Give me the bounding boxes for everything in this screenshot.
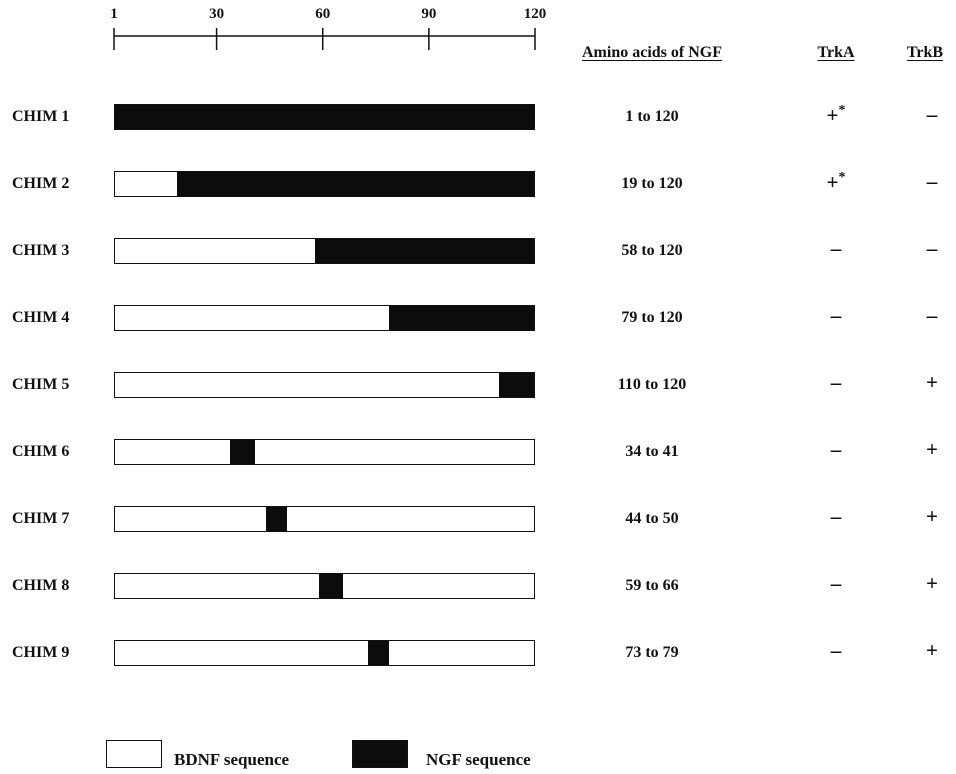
trkb-result: – [926,303,938,327]
chimera-row: CHIM 8 59 to 66 – + [0,567,956,607]
trkb-header: TrkB [906,44,944,61]
chimera-row: CHIM 2 19 to 120 +* – [0,165,956,205]
trkb-result: – [926,102,938,126]
ngf-segment [318,574,344,598]
chimera-bar [114,171,535,197]
chimera-label: CHIM 8 [12,577,70,594]
chimera-label: CHIM 2 [12,175,70,192]
trka-asterisk: * [838,170,846,185]
trka-header: TrkA [817,44,855,61]
chimera-bar [114,305,535,331]
legend-ngf-swatch [352,740,408,768]
chimera-label: CHIM 5 [12,376,70,393]
legend-ngf-label: NGF sequence [426,750,531,769]
chimera-row: CHIM 3 58 to 120 – – [0,232,956,272]
chimera-label: CHIM 1 [12,108,70,125]
ngf-segment [230,440,255,464]
chimera-bar [114,573,535,599]
chimera-bar [114,238,535,264]
trka-result: – [830,571,842,595]
ngf-range-text: 44 to 50 [625,510,679,527]
chimera-row: CHIM 7 44 to 50 – + [0,500,956,540]
scale-tick-label: 90 [421,6,437,22]
trkb-result: + [926,504,938,528]
ngf-range-text: 34 to 41 [625,443,679,460]
trkb-result: – [926,236,938,260]
chimera-row: CHIM 5 110 to 120 – + [0,366,956,406]
scale-tick-label: 30 [209,6,225,22]
trkb-result: + [926,638,938,662]
scale-tick-label: 120 [523,6,547,22]
chimera-label: CHIM 4 [12,309,70,326]
ngf-range-text: 59 to 66 [625,577,679,594]
scale-tick-label: 1 [110,6,118,22]
chimera-row: CHIM 9 73 to 79 – + [0,634,956,674]
chimera-bar [113,104,535,130]
chimera-bar [114,439,535,465]
chimera-row: CHIM 4 79 to 120 – – [0,299,956,339]
scale-tick-label: 60 [315,6,331,22]
chimera-label: CHIM 6 [12,443,70,460]
trka-result: +* [826,170,846,194]
legend-bdnf-label: BDNF sequence [174,750,290,769]
chimera-row: CHIM 1 1 to 120 +* – [0,98,956,138]
ngf-range-text: 19 to 120 [621,175,683,192]
chimera-label: CHIM 9 [12,644,70,661]
ngf-range-text: 73 to 79 [625,644,679,661]
ngf-segment [177,172,535,196]
trka-result: – [830,303,842,327]
trkb-result: + [926,370,938,394]
residue-scale-ruler [113,28,536,50]
trka-asterisk: * [838,103,846,118]
trkb-result: – [926,169,938,193]
trkb-result: + [926,437,938,461]
ngf-segment [368,641,390,665]
ngf-range-text: 58 to 120 [621,242,683,259]
chimera-label: CHIM 3 [12,242,70,259]
chimera-bar [114,372,535,398]
trka-result: – [830,370,842,394]
ngf-segment [499,373,535,397]
trka-result: – [830,638,842,662]
amino-acids-header: Amino acids of NGF [582,44,722,61]
legend-bdnf-swatch [106,740,162,768]
ngf-range-text: 79 to 120 [621,309,683,326]
ngf-segment [389,306,535,330]
ngf-segment [315,239,535,263]
chimera-row: CHIM 6 34 to 41 – + [0,433,956,473]
trka-result: – [830,236,842,260]
trka-result: – [830,504,842,528]
chimera-bar [114,640,535,666]
trka-result: – [830,437,842,461]
ngf-range-text: 110 to 120 [617,376,687,393]
ngf-range-text: 1 to 120 [625,108,679,125]
chimera-bar [114,506,535,532]
trka-result: +* [826,103,846,127]
chimera-label: CHIM 7 [12,510,70,527]
trkb-result: + [926,571,938,595]
ngf-segment [113,105,535,129]
ngf-segment [265,507,287,531]
